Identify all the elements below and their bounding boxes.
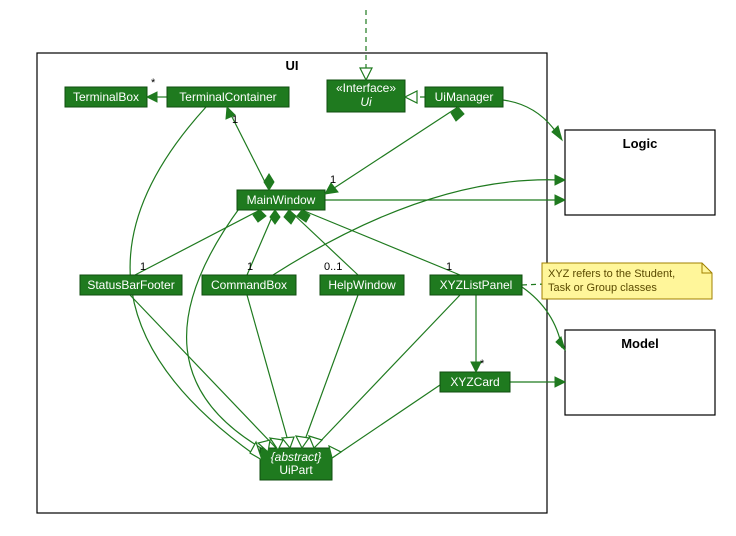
node-statusbarfooter: StatusBarFooter — [80, 275, 182, 295]
node-xyzlistpanel: XYZListPanel — [430, 275, 522, 295]
svg-text:1: 1 — [446, 261, 452, 273]
svg-text:TerminalBox: TerminalBox — [73, 90, 139, 104]
svg-text:TerminalContainer: TerminalContainer — [179, 90, 276, 104]
node-commandbox: CommandBox — [202, 275, 296, 295]
edge-decorations: * 1 1 1 1 0..1 1 * — [140, 68, 565, 460]
node-terminalcontainer: TerminalContainer — [167, 87, 289, 107]
package-model-label: Model — [621, 336, 659, 351]
package-logic-label: Logic — [623, 136, 658, 151]
svg-text:1: 1 — [247, 261, 253, 273]
svg-text:UiPart: UiPart — [279, 463, 313, 477]
svg-text:0..1: 0..1 — [324, 261, 342, 273]
package-ui-label: UI — [286, 58, 299, 73]
svg-text:{abstract}: {abstract} — [271, 450, 322, 464]
svg-text:Ui: Ui — [360, 95, 372, 109]
node-ui-interface: «Interface» Ui — [327, 80, 405, 112]
svg-text:1: 1 — [232, 114, 238, 126]
svg-text:HelpWindow: HelpWindow — [328, 278, 396, 292]
svg-text:1: 1 — [330, 174, 336, 186]
node-terminalbox: TerminalBox — [65, 87, 147, 107]
note-xyz: XYZ refers to the Student, Task or Group… — [542, 263, 712, 299]
svg-text:1: 1 — [140, 261, 146, 273]
node-uipart: {abstract} UiPart — [260, 448, 332, 480]
node-xyzcard: XYZCard — [440, 372, 510, 392]
svg-text:Task or Group classes: Task or Group classes — [548, 282, 657, 294]
svg-text:XYZ refers to the Student,: XYZ refers to the Student, — [548, 268, 675, 280]
svg-text:*: * — [480, 358, 485, 370]
svg-text:UiManager: UiManager — [435, 90, 494, 104]
svg-text:MainWindow: MainWindow — [247, 193, 316, 207]
node-uimanager: UiManager — [425, 87, 503, 107]
node-helpwindow: HelpWindow — [320, 275, 404, 295]
svg-text:*: * — [151, 77, 156, 89]
svg-text:StatusBarFooter: StatusBarFooter — [87, 278, 174, 292]
svg-text:CommandBox: CommandBox — [211, 278, 287, 292]
node-mainwindow: MainWindow — [237, 190, 325, 210]
svg-text:XYZCard: XYZCard — [450, 375, 499, 389]
uml-diagram-canvas: UI Logic Model — [0, 0, 736, 536]
svg-text:XYZListPanel: XYZListPanel — [440, 278, 513, 292]
svg-text:«Interface»: «Interface» — [336, 81, 396, 95]
